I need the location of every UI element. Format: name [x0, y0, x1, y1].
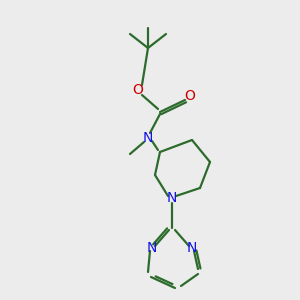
Text: O: O	[133, 83, 143, 97]
Text: N: N	[143, 131, 153, 145]
Text: N: N	[167, 191, 177, 205]
Text: O: O	[184, 89, 195, 103]
Text: N: N	[187, 241, 197, 255]
Text: N: N	[147, 241, 157, 255]
